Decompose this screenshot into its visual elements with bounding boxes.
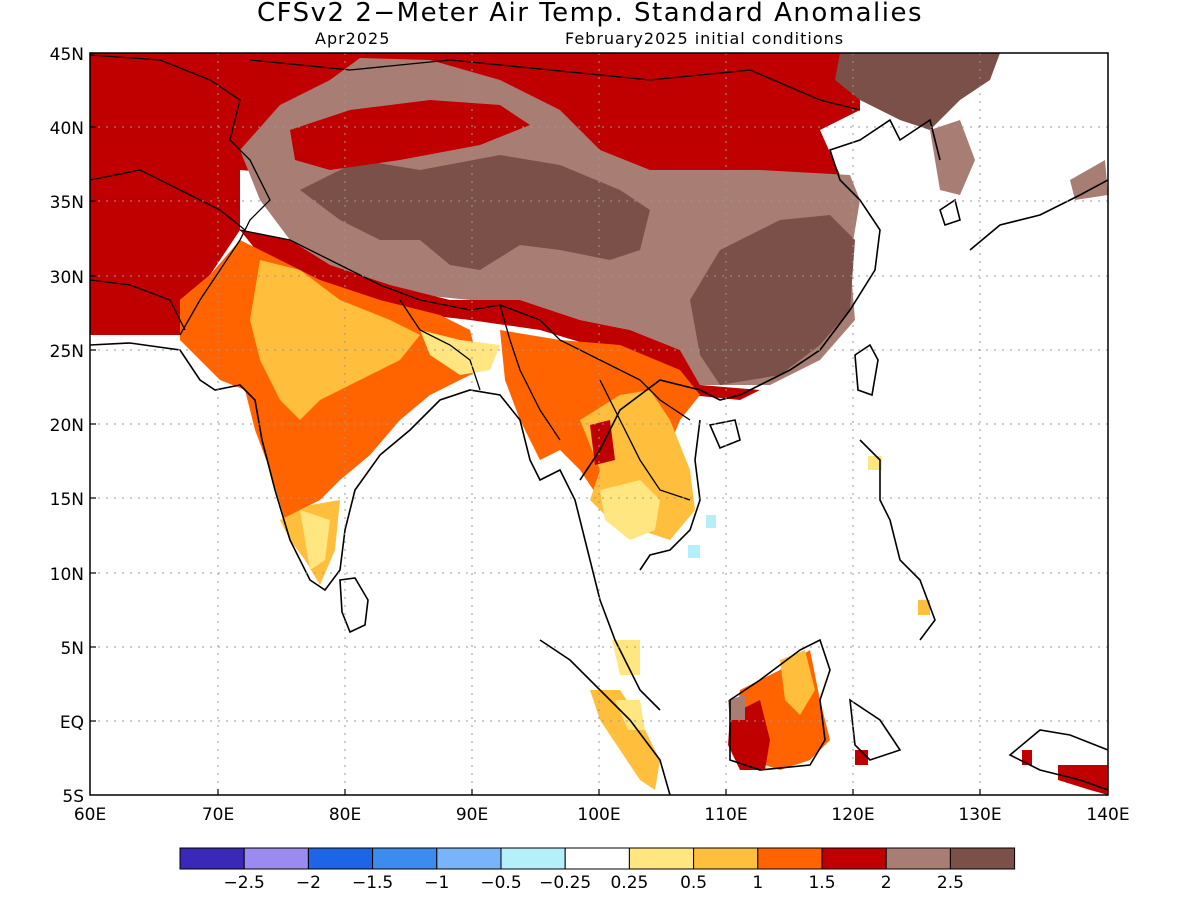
- colorbar-label: 0.5: [680, 873, 707, 893]
- colorbar-swatch: [564, 847, 630, 870]
- colorbar-label: 1.5: [808, 873, 835, 893]
- colorbar: −2.5 −2 −1.5 −1 −0.5 −0.25 0.25 0.5 1 1.5 2 2.5: [179, 847, 1016, 893]
- x-tick-label: 110E: [704, 805, 747, 825]
- colorbar-label: −1: [424, 873, 449, 893]
- colorbar-label: 0.25: [610, 873, 648, 893]
- colorbar-label: −0.25: [539, 873, 591, 893]
- axis-tick-marks: [90, 52, 981, 795]
- anomaly-region-brown-borneo: [728, 695, 745, 720]
- colorbar-swatch: [372, 847, 438, 870]
- y-tick-label: 45N: [50, 45, 84, 65]
- anomaly-region-yellow-malaysia: [612, 640, 645, 730]
- colorbar-swatch: [949, 847, 1016, 870]
- y-axis-labels: 45N 40N 35N 30N 25N 20N 15N 10N 5N EQ 5S: [50, 45, 84, 807]
- chart-title: CFSv2 2−Meter Air Temp. Standard Anomali…: [256, 0, 923, 28]
- colorbar-label: −2: [296, 873, 321, 893]
- colorbar-swatch: [693, 847, 759, 870]
- y-tick-label: 20N: [50, 416, 84, 436]
- anomaly-region-brown-korea-japan: [930, 120, 1108, 200]
- anomaly-region-dark-red-inner: [290, 100, 530, 170]
- colorbar-label: 2.5: [937, 873, 964, 893]
- colorbar-swatch: [179, 847, 245, 870]
- x-tick-label: 70E: [202, 805, 234, 825]
- x-tick-label: 120E: [831, 805, 874, 825]
- y-tick-label: EQ: [60, 713, 84, 733]
- colorbar-label: −0.5: [480, 873, 521, 893]
- initial-conditions: February2025 initial conditions: [565, 29, 845, 48]
- x-tick-label: 90E: [456, 805, 488, 825]
- colorbar-swatch: [757, 847, 823, 870]
- y-tick-label: 10N: [50, 565, 84, 585]
- y-tick-label: 5S: [62, 787, 84, 807]
- colorbar-label: −2.5: [224, 873, 265, 893]
- anomaly-region-dark-brown-northeast: [835, 53, 1000, 130]
- colorbar-swatch: [821, 847, 887, 870]
- colorbar-label: 2: [881, 873, 892, 893]
- y-tick-label: 40N: [50, 119, 84, 139]
- anomaly-region-dark-brown-core: [300, 155, 650, 270]
- anomaly-region-light-blue-vietnam: [688, 515, 716, 558]
- colorbar-swatch: [628, 847, 695, 870]
- anomaly-region-yellow-indochina: [600, 480, 660, 540]
- anomaly-region-light-orange-borneo: [780, 650, 815, 715]
- y-tick-label: 5N: [60, 639, 84, 659]
- y-tick-label: 25N: [50, 342, 84, 362]
- colorbar-swatch: [436, 847, 502, 870]
- anomaly-region-yellow-india: [300, 330, 500, 570]
- colorbar-swatch: [307, 847, 374, 870]
- x-axis-labels: 60E 70E 80E 90E 100E 110E 120E 130E 140E: [74, 805, 1130, 825]
- colorbar-swatch: [885, 847, 951, 870]
- colorbar-label: −1.5: [352, 873, 393, 893]
- x-tick-label: 100E: [577, 805, 620, 825]
- anomaly-region-dark-brown-east: [690, 215, 855, 385]
- y-tick-label: 35N: [50, 193, 84, 213]
- colorbar-swatch: [243, 847, 309, 870]
- country-borders: [90, 54, 861, 501]
- y-tick-label: 30N: [50, 268, 84, 288]
- anomaly-region-light-orange-sumatra: [590, 690, 660, 790]
- grid-lines: [90, 53, 1108, 795]
- x-tick-label: 80E: [329, 805, 361, 825]
- anomaly-region-orange-philippines: [918, 600, 930, 615]
- coastlines: [90, 118, 1108, 795]
- x-tick-label: 140E: [1086, 805, 1129, 825]
- y-tick-label: 15N: [50, 490, 84, 510]
- colorbar-swatch: [500, 847, 566, 870]
- forecast-month: Apr2025: [315, 29, 391, 48]
- x-tick-label: 60E: [74, 805, 106, 825]
- colorbar-label: 1: [752, 873, 763, 893]
- anomaly-region-light-orange-india: [250, 260, 420, 585]
- x-tick-label: 130E: [958, 805, 1001, 825]
